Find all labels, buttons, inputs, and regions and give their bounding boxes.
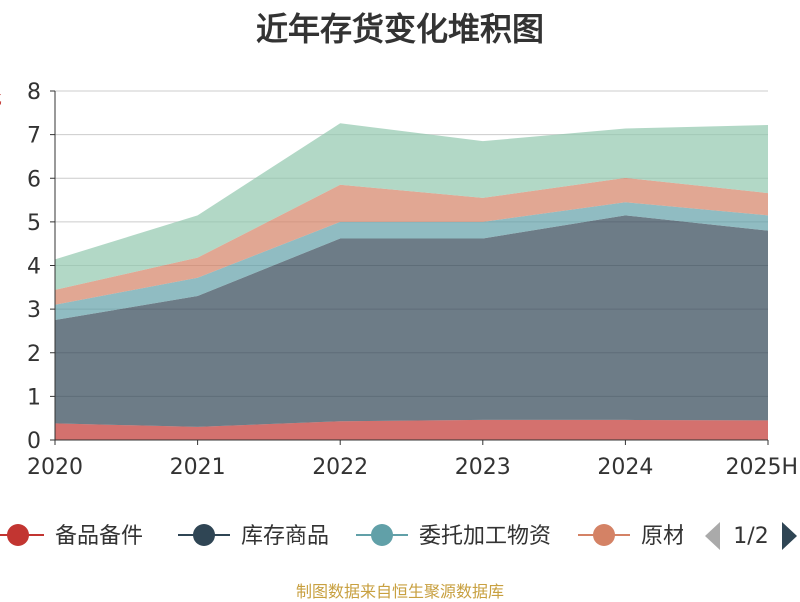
x-tick-label: 2021 [170, 455, 226, 480]
y-tick-label: 0 [27, 429, 41, 454]
y-tick-label: 6 [27, 167, 41, 192]
area-series-4 [55, 177, 768, 305]
y-tick-label: 3 [27, 298, 41, 323]
chart-title: 近年存货变化堆积图 [255, 10, 544, 48]
legend-label: 委托加工物资 [419, 524, 551, 549]
legend-marker [371, 524, 393, 546]
area-series-1 [55, 419, 768, 440]
legend[interactable]: 备品备件 库存商品 委托加工物资 原材料 [0, 524, 707, 549]
legend-item[interactable]: 委托加工物资 [356, 524, 551, 549]
legend-page-indicator: 1/2 [733, 524, 768, 549]
y-tick-label: 7 [27, 124, 41, 149]
source-note: 制图数据来自恒生聚源数据库 [295, 582, 504, 601]
legend-marker [193, 524, 215, 546]
y-axis-label: 亿 [0, 92, 2, 106]
axes [50, 90, 769, 445]
y-tick-label: 1 [27, 385, 41, 410]
legend-item[interactable]: 备品备件 [0, 524, 143, 549]
legend-label: 库存商品 [241, 524, 329, 549]
legend-label: 原材料 [641, 524, 707, 549]
y-tick-label: 2 [27, 342, 41, 367]
legend-prev-icon[interactable] [705, 522, 720, 550]
area-series-3 [55, 202, 768, 321]
x-tick-label: 2025H [725, 455, 798, 480]
x-tick-label: 2022 [312, 455, 368, 480]
x-tick-label: 2023 [455, 455, 511, 480]
legend-label: 备品备件 [55, 524, 143, 549]
legend-next-icon[interactable] [782, 522, 797, 550]
area-series-5 [55, 123, 768, 290]
y-tick-label: 8 [27, 80, 41, 105]
legend-pager: 1/2 [705, 522, 797, 550]
area-series [55, 123, 768, 440]
x-tick-label: 2024 [597, 455, 653, 480]
tick-labels: 0 1 2 3 4 5 6 7 8 2020 2021 2022 2023 2024 2025H [27, 80, 798, 480]
legend-marker [7, 524, 29, 546]
y-tick-label: 5 [27, 211, 41, 236]
x-tick-label: 2020 [27, 455, 83, 480]
y-tick-label: 4 [27, 255, 41, 280]
legend-item[interactable]: 库存商品 [178, 524, 329, 549]
legend-item[interactable]: 原材料 [578, 524, 707, 549]
legend-marker [593, 524, 615, 546]
area-series-2 [55, 215, 768, 427]
